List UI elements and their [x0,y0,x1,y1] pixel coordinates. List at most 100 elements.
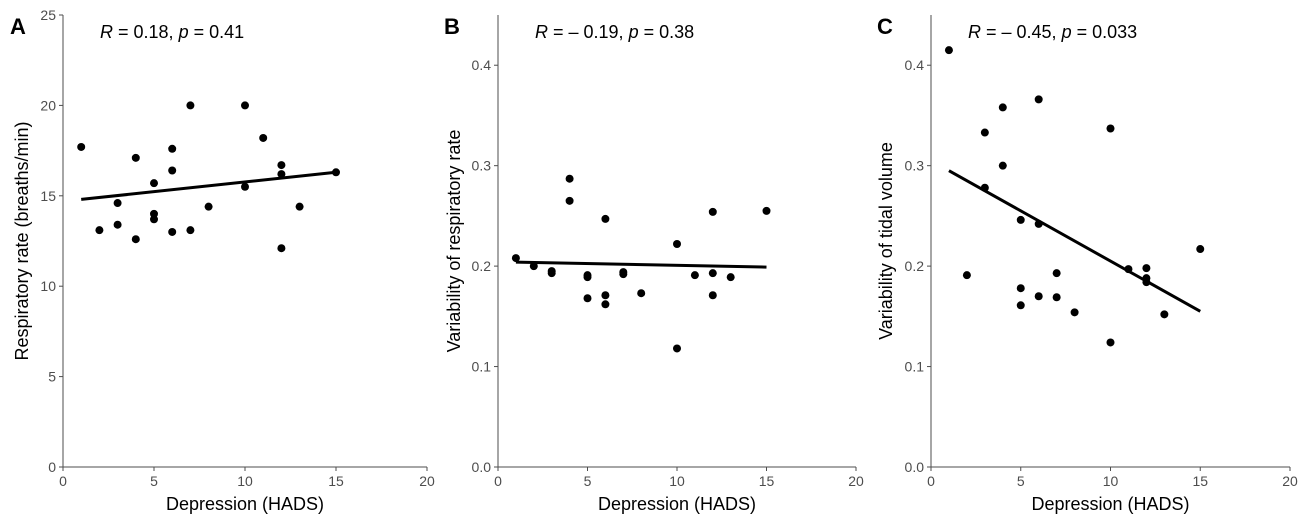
y-axis-label: Respiratory rate (breaths/min) [12,121,32,360]
data-point [962,271,971,280]
data-point [1052,293,1061,302]
data-point [277,170,286,179]
x-tick-label: 0 [927,473,935,489]
data-point [259,133,268,142]
data-point [186,226,195,235]
data-point [944,46,953,55]
x-tick-label: 20 [1282,473,1298,489]
data-point [1052,269,1061,278]
data-point [1142,278,1151,287]
y-tick-label: 0.2 [472,258,492,274]
x-tick-label: 15 [759,473,775,489]
correlation-annotation: R = – 0.45, p = 0.033 [968,22,1137,42]
data-point [980,183,989,192]
data-point [726,273,735,282]
x-tick-label: 5 [1017,473,1025,489]
data-point [150,215,158,224]
data-point [708,207,717,216]
correlation-annotation: R = 0.18, p = 0.41 [100,22,244,42]
data-point [998,103,1007,112]
x-axis-label: Depression (HADS) [598,494,756,514]
x-tick-label: 10 [237,473,253,489]
data-point [131,153,140,162]
y-tick-label: 0 [48,459,56,475]
data-point [277,244,286,253]
data-point [708,269,717,278]
panel-letter: A [10,14,26,39]
x-tick-label: 10 [1103,473,1119,489]
data-point [113,220,122,229]
data-point [1034,219,1043,228]
data-point [601,214,610,223]
x-axis-label: Depression (HADS) [1031,494,1189,514]
data-point [1034,292,1043,301]
data-point [547,269,556,278]
y-tick-label: 0.2 [905,258,925,274]
data-point [565,174,574,183]
x-tick-label: 15 [328,473,344,489]
data-point [708,291,717,300]
data-point [1016,301,1025,310]
y-tick-label: 10 [40,278,56,294]
y-tick-label: 0.4 [472,57,492,73]
panel-a: 0 5 10 15 20 25 0 5 10 15 20 Depression (HADS) Respi… [10,7,435,514]
data-point [131,235,140,244]
y-tick-label: 0.1 [905,359,925,375]
x-tick-label: 5 [150,473,158,489]
data-point [277,161,286,170]
data-point [168,144,177,153]
data-point [1034,95,1043,104]
data-point [673,240,681,249]
data-point [1142,264,1151,273]
data-point [1106,124,1115,133]
regression-line [81,170,337,201]
y-tick-label: 25 [40,7,56,23]
data-point [113,199,122,208]
data-point [1196,245,1205,254]
data-point [619,270,628,279]
data-point [1070,308,1079,317]
data-point [1160,310,1169,319]
data-point [511,254,520,263]
data-point [1124,265,1133,274]
data-point [95,226,104,235]
y-tick-label: 0.3 [472,158,492,174]
data-point [168,166,177,175]
x-axis-label: Depression (HADS) [166,494,324,514]
correlation-annotation: R = – 0.19, p = 0.38 [535,22,694,42]
y-tick-label: 0.3 [905,158,925,174]
data-point [241,182,249,191]
data-point [186,101,195,110]
data-point [529,262,538,271]
data-point [565,196,574,205]
y-tick-label: 15 [40,188,56,204]
y-tick-label: 0.4 [905,57,925,73]
regression-line [948,169,1201,313]
data-point [583,294,592,303]
x-tick-label: 20 [848,473,864,489]
y-tick-label: 20 [40,97,56,113]
x-tick-label: 0 [494,473,502,489]
panel-c: 0.0 0.1 0.2 0.3 0.4 0 5 10 15 20 Depression (HADS)… [876,14,1298,514]
data-point [332,168,340,177]
data-point [583,273,592,282]
x-tick-label: 0 [59,473,67,489]
data-point [77,142,86,151]
data-point [1106,338,1115,347]
data-point [1016,284,1025,293]
panel-letter: B [444,14,460,39]
y-axis-label: Variability of respiratory rate [444,130,464,353]
data-point [673,344,681,353]
data-point [690,271,699,280]
data-point [998,161,1007,170]
y-tick-label: 0.1 [472,359,492,375]
data-point [637,289,646,298]
data-point [980,128,989,137]
data-point [1016,215,1025,224]
y-axis-label: Variability of tidal volume [876,142,896,340]
data-point [150,179,158,188]
data-point [204,202,213,211]
data-point [601,291,610,300]
data-point [601,300,610,309]
data-point [295,202,304,211]
